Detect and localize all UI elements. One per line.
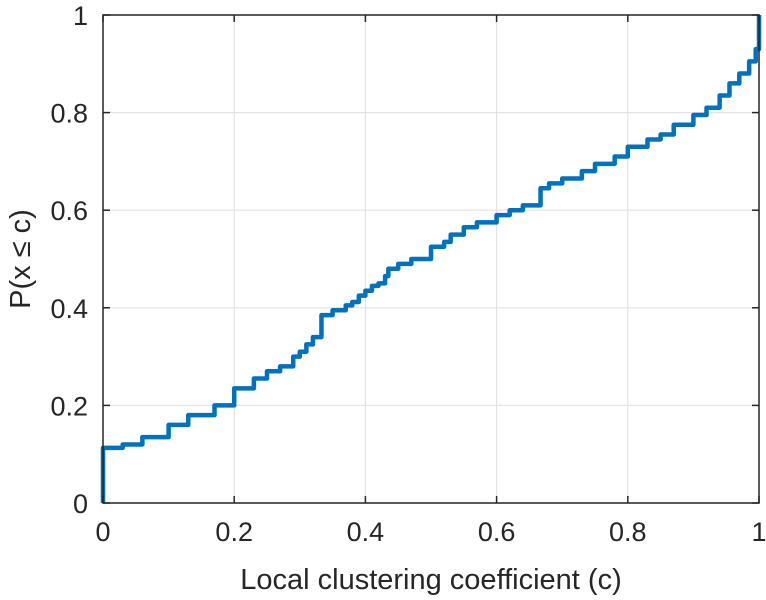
y-axis-label: P(x ≤ c) [5, 209, 37, 309]
axes-frame [102, 14, 760, 504]
y-tick-label: 0.6 [50, 196, 88, 226]
cdf-series-line [100, 15, 762, 503]
plot-box [102, 14, 760, 504]
y-tick-label: 0.2 [50, 391, 88, 421]
x-axis-label: Local clustering coefficient (c) [240, 564, 621, 596]
x-tick-label: 0.6 [478, 517, 516, 547]
series-layer [100, 15, 762, 503]
y-tick-label: 0.8 [50, 99, 88, 129]
x-tick-label: 1 [751, 517, 766, 547]
y-axis-ticks: 0 0.2 0.4 0.6 0.8 1 [50, 1, 759, 519]
x-axis-ticks: 0 0.2 0.4 0.6 0.8 1 [95, 15, 766, 547]
y-tick-label: 0.4 [50, 294, 88, 324]
x-tick-label: 0.4 [347, 517, 385, 547]
y-tick-label: 0 [73, 489, 88, 519]
x-tick-label: 0.8 [609, 517, 647, 547]
x-tick-label: 0.2 [215, 517, 253, 547]
y-tick-label: 1 [73, 1, 88, 31]
x-tick-label: 0 [95, 517, 110, 547]
